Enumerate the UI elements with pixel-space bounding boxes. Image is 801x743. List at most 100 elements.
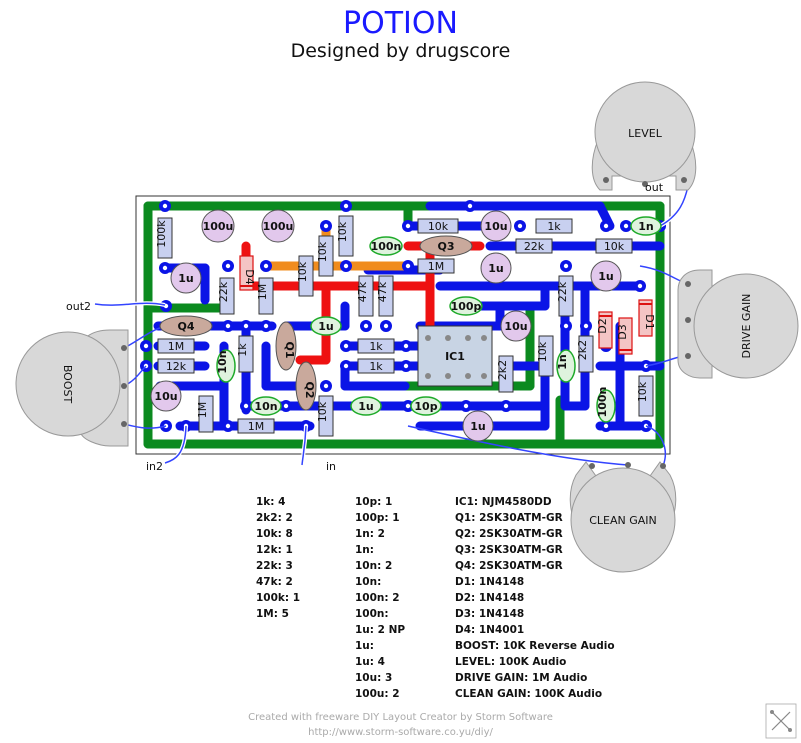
- transistor-label: Q4: [177, 320, 194, 333]
- bom-capacitors: 10p: 1 100p: 1 1n: 2 1n: 10n: 2 10n: 100n: 2 10…: [355, 494, 405, 702]
- resistor-22k-label: 22k: [556, 281, 569, 302]
- ic1-label: IC1: [445, 350, 465, 363]
- bom-line: 10k: 8: [256, 528, 293, 540]
- pad: [600, 420, 612, 432]
- capacitor-label: 1u: [318, 320, 334, 333]
- capacitor-100u-a: 100u: [201, 209, 235, 243]
- resistor-10k-d: 10k: [316, 395, 334, 437]
- diode-label: D1: [643, 314, 656, 329]
- resistor-1M-b: 1M: [196, 395, 214, 433]
- resistor-12k: 12k: [157, 358, 195, 374]
- bom-line: 100p: 1: [355, 512, 400, 524]
- resistor-1k-label: 1k: [547, 220, 561, 233]
- capacitor-label: 1u: [358, 400, 374, 413]
- resistor-2k2-a: 2k2: [496, 355, 514, 393]
- bom-line: 10u: 3: [355, 672, 393, 684]
- clean-gain-pot[interactable]: CLEAN GAIN: [569, 461, 677, 573]
- diode-d3: D3: [616, 317, 633, 355]
- capacitor-label: 10n: [216, 350, 229, 373]
- pad: [340, 200, 352, 212]
- bom-line: Q2: 2SK30ATM-GR: [455, 528, 563, 540]
- bom-line: 100u: 2: [355, 688, 400, 700]
- drive-gain-pot[interactable]: DRIVE GAIN: [677, 269, 799, 379]
- pad: [500, 400, 512, 412]
- ic1-chip: IC1: [417, 325, 493, 387]
- bom-line: Q4: 2SK30ATM-GR: [455, 560, 563, 572]
- bom-line: D3: 1N4148: [455, 608, 525, 620]
- pad: [514, 220, 526, 232]
- pad: [460, 400, 472, 412]
- pad: [560, 320, 572, 332]
- pad: [260, 260, 272, 272]
- resistor-10k-f: 10k: [636, 375, 654, 417]
- bom-line: IC1: NJM4580DD: [455, 496, 552, 508]
- bom-line: CLEAN GAIN: 100K Audio: [455, 688, 603, 700]
- resistor-10k-label: 10k: [536, 341, 549, 362]
- pad: [560, 260, 572, 272]
- resistor-47k-label: 47k: [376, 281, 389, 302]
- wire-label-out2: out2: [66, 300, 91, 313]
- diode-d2: D2: [596, 311, 613, 349]
- bom-line: DRIVE GAIN: 1M Audio: [455, 672, 588, 684]
- pad: [222, 320, 234, 332]
- bom-resistors: 1k: 4 2k2: 2 10k: 8 12k: 1 22k: 3 47k: 2 100k:…: [256, 494, 300, 622]
- resistor-12k-label: 12k: [166, 360, 187, 373]
- capacitor-1n-a: 1n: [630, 216, 662, 236]
- boost-pot[interactable]: BOOST: [15, 329, 129, 447]
- resistor-10k-label: 10k: [316, 401, 329, 422]
- capacitor-label: 100n: [371, 240, 402, 253]
- credit-line: Created with freeware DIY Layout Creator…: [248, 712, 553, 723]
- bom-line: 2k2: 2: [256, 512, 293, 524]
- resistor-10k-label: 10k: [296, 261, 309, 282]
- capacitor-label: 10u: [504, 320, 527, 333]
- pad: [340, 340, 352, 352]
- bom-line: D1: 1N4148: [455, 576, 525, 588]
- resistor-10k-label: 10k: [636, 381, 649, 402]
- resistor-10k-label: 10k: [336, 221, 349, 242]
- project-title: POTION: [343, 6, 458, 41]
- pad: [400, 360, 412, 372]
- resistor-10k-label: 10k: [604, 240, 625, 253]
- designer-subtitle: Designed by drugscore: [290, 40, 511, 62]
- resistor-100k-label: 100k: [155, 220, 168, 248]
- diode-label: D3: [616, 324, 629, 339]
- resistor-1k-label: 1k: [236, 343, 249, 357]
- bom-line: 10n: 2: [355, 560, 393, 572]
- capacitor-label: 10u: [154, 390, 177, 403]
- capacitor-1u-np-a: 1u: [310, 316, 342, 336]
- pad: [240, 320, 252, 332]
- transistor-label: Q2: [303, 381, 316, 398]
- capacitor-label: 10u: [484, 220, 507, 233]
- pad: [600, 220, 612, 232]
- resistor-2k2-label: 2k2: [496, 360, 509, 380]
- resistor-1M-label: 1M: [428, 260, 445, 273]
- bom-line: 1M: 5: [256, 608, 289, 620]
- capacitor-100p: 100p: [449, 296, 483, 316]
- level-pot[interactable]: LEVEL: [591, 81, 697, 191]
- pad: [222, 420, 234, 432]
- resistor-10k-c: 10k: [336, 215, 354, 257]
- capacitor-label: 1u: [598, 270, 614, 283]
- resistor-1M-label: 1M: [256, 284, 269, 301]
- resistor-10k-e: 10k: [536, 335, 554, 377]
- capacitor-10p: 10p: [410, 396, 442, 416]
- transistor-q2: Q2: [295, 361, 317, 411]
- capacitor-100u-b: 100u: [261, 209, 295, 243]
- bom-semiconductors-pots: IC1: NJM4580DD Q1: 2SK30ATM-GR Q2: 2SK30AT…: [455, 494, 615, 702]
- resistor-1M-c: 1M: [417, 258, 455, 274]
- bom-line: 47k: 2: [256, 576, 293, 588]
- resistor-2k2-b: 2k2: [576, 335, 594, 373]
- capacitor-label: 100n: [596, 387, 609, 418]
- bom-line: 1n: 2: [355, 528, 385, 540]
- credit-url[interactable]: http://www.storm-software.co.yu/diy/: [308, 727, 493, 738]
- capacitor-1u-c: 1u: [590, 260, 622, 292]
- capacitor-label: 1u: [178, 272, 194, 285]
- bom-line: Q1: 2SK30ATM-GR: [455, 512, 563, 524]
- pad: [380, 320, 392, 332]
- wire-label-in2: in2: [146, 460, 163, 473]
- diode-d4: D4: [239, 255, 256, 291]
- wire-label-out: out: [645, 181, 664, 194]
- resistor-47k-a: 47k: [356, 275, 374, 317]
- wire-label-in: in: [326, 460, 336, 473]
